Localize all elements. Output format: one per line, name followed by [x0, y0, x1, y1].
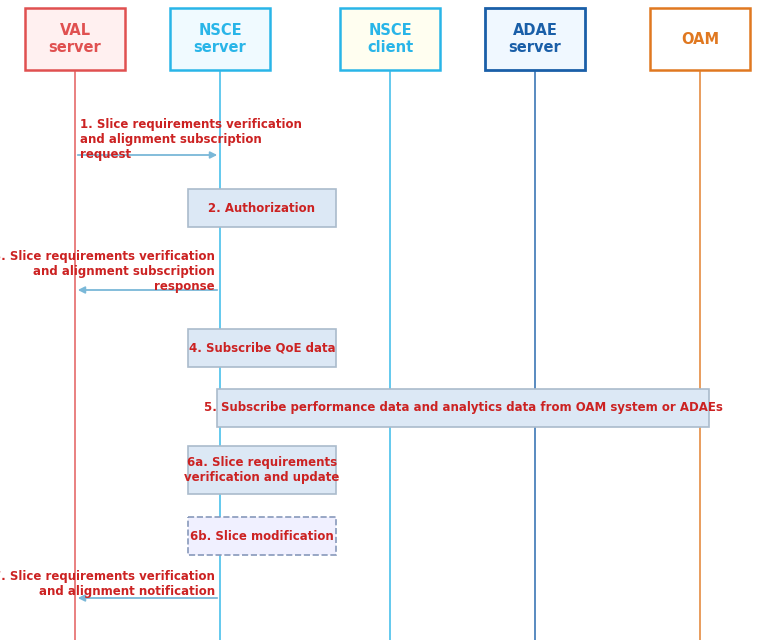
FancyBboxPatch shape	[188, 517, 336, 555]
FancyBboxPatch shape	[25, 8, 125, 70]
Text: 7. Slice requirements verification
and alignment notification: 7. Slice requirements verification and a…	[0, 570, 215, 598]
Text: 6a. Slice requirements
verification and update: 6a. Slice requirements verification and …	[184, 456, 340, 484]
Text: 5. Subscribe performance data and analytics data from OAM system or ADAEs: 5. Subscribe performance data and analyt…	[203, 401, 723, 415]
FancyBboxPatch shape	[217, 389, 709, 427]
FancyBboxPatch shape	[188, 189, 336, 227]
Text: NSCE
client: NSCE client	[367, 23, 413, 55]
Text: 4. Subscribe QoE data: 4. Subscribe QoE data	[189, 342, 335, 355]
Text: 1. Slice requirements verification
and alignment subscription
request: 1. Slice requirements verification and a…	[80, 118, 302, 161]
FancyBboxPatch shape	[485, 8, 585, 70]
Text: OAM: OAM	[681, 31, 719, 47]
FancyBboxPatch shape	[170, 8, 270, 70]
Text: 3. Slice requirements verification
and alignment subscription
response: 3. Slice requirements verification and a…	[0, 250, 215, 293]
Text: 6b. Slice modification: 6b. Slice modification	[190, 529, 334, 543]
FancyBboxPatch shape	[340, 8, 440, 70]
FancyBboxPatch shape	[188, 329, 336, 367]
FancyBboxPatch shape	[188, 446, 336, 494]
Text: VAL
server: VAL server	[49, 23, 102, 55]
FancyBboxPatch shape	[650, 8, 750, 70]
Text: NSCE
server: NSCE server	[194, 23, 247, 55]
Text: ADAE
server: ADAE server	[509, 23, 562, 55]
Text: 2. Authorization: 2. Authorization	[209, 202, 316, 214]
